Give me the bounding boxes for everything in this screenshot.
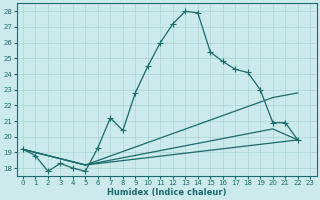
X-axis label: Humidex (Indice chaleur): Humidex (Indice chaleur) (107, 188, 226, 197)
